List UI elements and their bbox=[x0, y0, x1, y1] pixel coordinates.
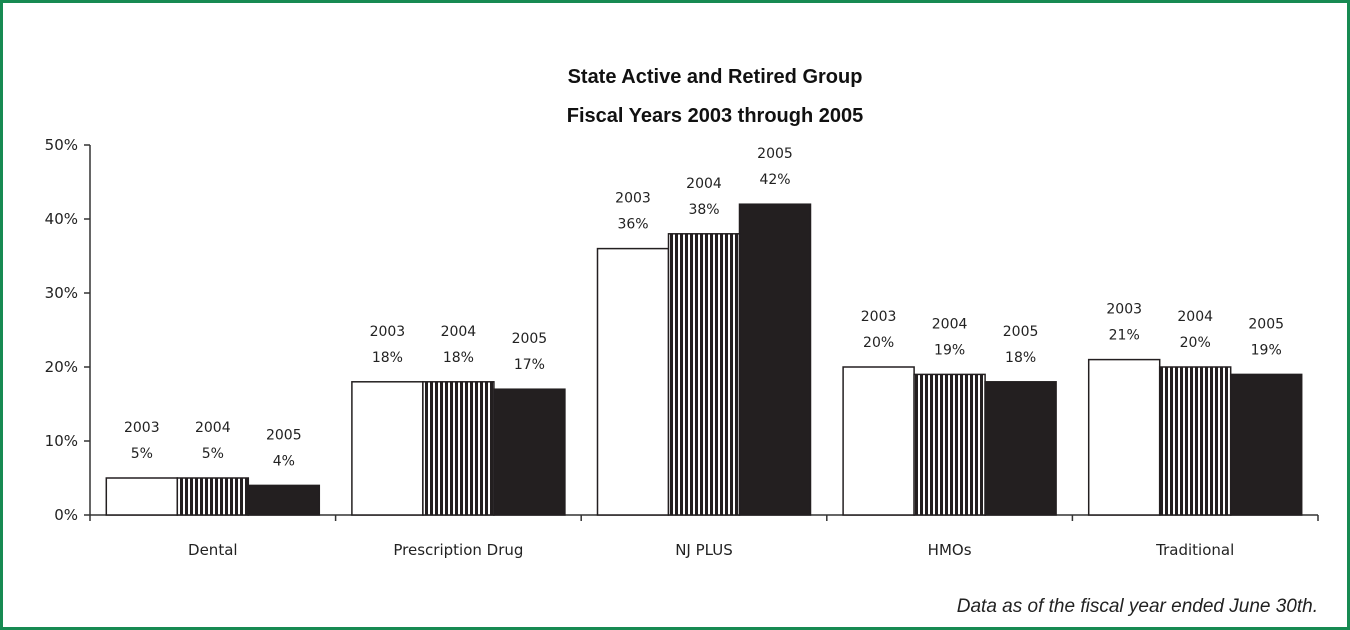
data-label-value: 17% bbox=[514, 357, 545, 373]
bar-2004-traditional bbox=[1158, 366, 1232, 516]
y-tick-label: 30% bbox=[45, 284, 78, 302]
y-tick-label: 20% bbox=[45, 358, 78, 376]
x-tick-label: NJ PLUS bbox=[675, 541, 733, 559]
data-labels: 2003 5% 2004 5% 2005 4% 2003 18% 2004 18% 2005 17% 2… bbox=[124, 146, 1284, 469]
bar-2004-hmos bbox=[913, 373, 986, 516]
bar-2005-prescription-drug bbox=[493, 388, 566, 516]
y-tick-label: 50% bbox=[45, 136, 78, 154]
bar-2005-hmos bbox=[984, 381, 1057, 516]
y-tick-label: 10% bbox=[45, 432, 78, 450]
data-label-year: 2004 bbox=[932, 316, 968, 332]
data-label-year: 2004 bbox=[686, 176, 722, 192]
data-label-value: 20% bbox=[1180, 335, 1211, 351]
data-label-value: 19% bbox=[1251, 342, 1282, 358]
bars bbox=[105, 203, 1303, 516]
y-tick-label: 0% bbox=[54, 506, 78, 524]
data-label-year: 2005 bbox=[1248, 316, 1284, 332]
data-label-year: 2003 bbox=[1106, 302, 1142, 318]
bar-2003-dental bbox=[105, 477, 179, 516]
data-label-year: 2003 bbox=[124, 420, 160, 436]
chart-title: State Active and Retired Group bbox=[568, 66, 863, 88]
data-label-year: 2004 bbox=[441, 324, 477, 340]
bar-2003-traditional bbox=[1087, 358, 1161, 516]
bar-2003-nj-plus bbox=[596, 247, 670, 516]
data-label-value: 38% bbox=[688, 202, 719, 218]
data-label-value: 19% bbox=[934, 342, 965, 358]
data-label-year: 2004 bbox=[195, 420, 231, 436]
x-tick-label: HMOs bbox=[928, 541, 972, 559]
data-label-value: 5% bbox=[202, 446, 224, 462]
bar-2005-dental bbox=[247, 484, 321, 516]
y-tick-label: 40% bbox=[45, 210, 78, 228]
data-label-year: 2005 bbox=[266, 427, 302, 443]
x-tick-label: Dental bbox=[188, 541, 238, 559]
chart-subtitle: Fiscal Years 2003 through 2005 bbox=[567, 105, 863, 127]
data-label-value: 36% bbox=[617, 217, 648, 233]
data-label-value: 4% bbox=[273, 453, 295, 469]
bar-2005-traditional bbox=[1229, 373, 1303, 516]
bar-2003-prescription-drug bbox=[351, 381, 424, 516]
data-label-value: 18% bbox=[372, 350, 403, 366]
data-label-value: 5% bbox=[131, 446, 153, 462]
bar-2004-nj-plus bbox=[667, 233, 741, 516]
data-label-value: 20% bbox=[863, 335, 894, 351]
data-label-value: 18% bbox=[1005, 350, 1036, 366]
data-label-year: 2003 bbox=[861, 309, 897, 325]
bar-2005-nj-plus bbox=[738, 203, 812, 516]
data-label-value: 18% bbox=[443, 350, 474, 366]
bar-2004-dental bbox=[176, 477, 250, 516]
x-tick-label: Traditional bbox=[1155, 541, 1234, 559]
data-label-year: 2005 bbox=[757, 146, 793, 162]
data-label-year: 2005 bbox=[512, 331, 548, 347]
footnote: Data as of the fiscal year ended June 30… bbox=[956, 596, 1318, 617]
bar-2004-prescription-drug bbox=[422, 381, 495, 516]
data-label-year: 2004 bbox=[1177, 309, 1213, 325]
x-tick-label: Prescription Drug bbox=[393, 541, 523, 559]
data-label-value: 21% bbox=[1109, 328, 1140, 344]
data-label-value: 42% bbox=[759, 172, 790, 188]
data-label-year: 2003 bbox=[615, 191, 651, 207]
bar-2003-hmos bbox=[842, 366, 915, 516]
data-label-year: 2003 bbox=[370, 324, 406, 340]
data-label-year: 2005 bbox=[1003, 324, 1039, 340]
